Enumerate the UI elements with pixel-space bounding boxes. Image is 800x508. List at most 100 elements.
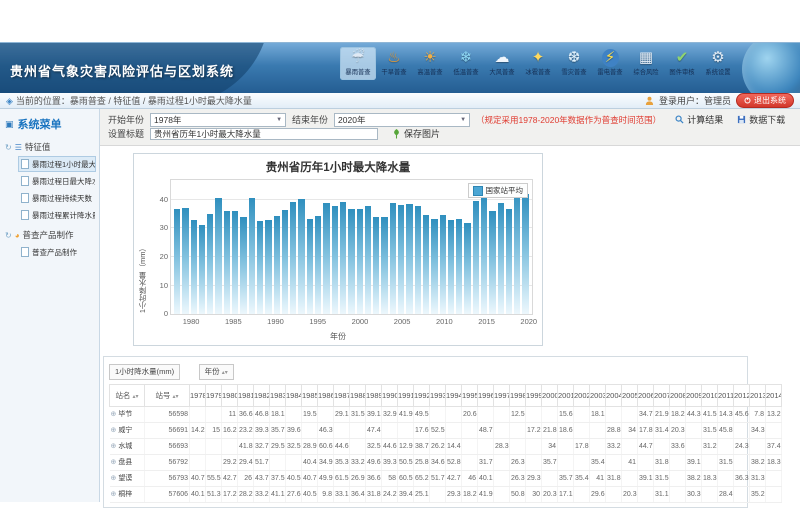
value-cell (317, 406, 334, 423)
value-cell (189, 406, 206, 423)
value-cell: 28.3 (493, 438, 510, 455)
station-id-cell: 56691 (144, 422, 190, 439)
sidebar-item[interactable]: 暴雨过程日最大降水量 (18, 173, 96, 189)
legend-swatch (472, 185, 483, 196)
start-year-select[interactable]: 1978年 ▼ (150, 112, 287, 127)
table-header-year[interactable]: 2006 (637, 383, 654, 407)
value-cell (541, 470, 558, 487)
table-header-year[interactable]: 1993 (429, 383, 446, 407)
table-header-year[interactable]: 2007 (653, 383, 670, 407)
table-header-year[interactable]: 1999 (525, 383, 542, 407)
table-header-year[interactable]: 1994 (445, 383, 462, 407)
composite-risk-icon: ▦ (638, 49, 654, 66)
table-header-year[interactable]: 2011 (717, 383, 734, 407)
table-header-year[interactable]: 2000 (541, 383, 558, 407)
table-header-year[interactable]: 1980 (221, 383, 238, 407)
sidebar-section[interactable]: ↻ ◕ 普查产品制作 (5, 229, 96, 241)
table-header-year[interactable]: 2012 (733, 383, 750, 407)
value-cell (525, 406, 542, 423)
table-header-year[interactable]: 1997 (493, 383, 510, 407)
value-cell: 55.5 (205, 470, 222, 487)
table-header-year[interactable]: 1990 (381, 383, 398, 407)
value-cell (621, 438, 638, 455)
table-header-year[interactable]: 1987 (333, 383, 350, 407)
calc-results-button[interactable]: 计算结果 (675, 113, 723, 126)
toolbar-item-settings[interactable]: ⚙ 系统设置 (700, 47, 736, 80)
expand-icon[interactable]: ⊕ (110, 491, 119, 498)
table-header-year[interactable]: 1979 (205, 383, 222, 407)
toolbar-item-composite-risk[interactable]: ▦ 综合风险 (628, 47, 664, 80)
table-header-year[interactable]: 1995 (461, 383, 478, 407)
sidebar-item[interactable]: 暴雨过程累计降水量 (18, 207, 96, 223)
rainstorm-icon: ☔ (351, 49, 365, 66)
collapse-icon[interactable]: ↻ (5, 230, 12, 240)
table-header-year[interactable]: 2010 (701, 383, 718, 407)
table-header-year[interactable]: 2008 (669, 383, 686, 407)
toolbar-item-high-temp[interactable]: ☀ 高温普查 (412, 47, 448, 80)
logout-button[interactable]: 退出系统 (736, 93, 794, 108)
value-cell: 18.1 (589, 406, 606, 423)
chart-title-input[interactable] (150, 127, 379, 140)
y-tick-label: 0 (163, 309, 168, 318)
table-header-year[interactable]: 1989 (365, 383, 382, 407)
measure-pill[interactable]: 1小时降水量(mm) (109, 363, 181, 380)
toolbar-item-drought[interactable]: ♨ 干旱普查 (376, 47, 412, 80)
table-header-year[interactable]: 1998 (509, 383, 526, 407)
table-header-year[interactable]: 1996 (477, 383, 494, 407)
table-header-station[interactable]: 站名 ▴▾ (109, 383, 145, 407)
table-header-year[interactable]: 1992 (413, 383, 430, 407)
y-tick-label: 10 (159, 280, 168, 290)
table-header-year[interactable]: 2004 (605, 383, 622, 407)
table-header-year[interactable]: 1985 (301, 383, 318, 407)
table-header-year[interactable]: 2005 (621, 383, 638, 407)
toolbar-item-low-temp[interactable]: ❄ 低温普查 (448, 47, 484, 80)
sidebar-section[interactable]: ↻ ☰ 特征值 (5, 141, 96, 153)
table-header-year[interactable]: 2009 (685, 383, 702, 407)
sidebar-item[interactable]: 普查产品制作 (18, 244, 96, 260)
gridline (171, 198, 532, 200)
data-table-panel: 1小时降水量(mm) 年份 ▴▾ 站名 ▴▾ 站号 ▴▾ 1978 1979 1980 1… (103, 356, 782, 508)
toolbar-item-rainstorm[interactable]: ☔ 暴雨普查 (340, 47, 376, 80)
table-header-year[interactable]: 1981 (237, 383, 254, 407)
table-header-id[interactable]: 站号 ▴▾ (144, 383, 190, 407)
expand-icon[interactable]: ⊕ (110, 443, 119, 450)
table-header-year[interactable]: 1984 (285, 383, 302, 407)
toolbar-item-map-review[interactable]: ✔ 图件审核 (664, 47, 700, 80)
table-header-year[interactable]: 2014 (765, 383, 782, 407)
expand-icon[interactable]: ⊕ (110, 475, 119, 482)
value-cell: 41.8 (237, 438, 254, 455)
end-year-select[interactable]: 2020年 ▼ (334, 112, 471, 127)
sidebar-item[interactable]: 暴雨过程持续天数 (18, 190, 96, 206)
table-header-year[interactable]: 2003 (589, 383, 606, 407)
collapse-icon[interactable]: ↻ (5, 142, 12, 152)
table-header-year[interactable]: 2001 (557, 383, 574, 407)
year-dim-pill[interactable]: 年份 ▴▾ (198, 363, 234, 380)
table-header-year[interactable]: 2002 (573, 383, 590, 407)
document-icon (21, 159, 29, 169)
table-header-year[interactable]: 2013 (749, 383, 766, 407)
expand-icon[interactable]: ⊕ (110, 411, 119, 418)
expand-icon[interactable]: ⊕ (110, 427, 119, 434)
save-image-button[interactable]: 保存图片 (392, 127, 440, 140)
value-cell (669, 470, 686, 487)
table-header-year[interactable]: 1983 (269, 383, 286, 407)
toolbar-item-snow[interactable]: ❆ 雪灾普查 (556, 47, 592, 80)
table-header-year[interactable]: 1991 (397, 383, 414, 407)
bar-2008 (422, 215, 430, 314)
bar-2018 (505, 209, 513, 314)
table-header-year[interactable]: 1982 (253, 383, 270, 407)
toolbar-item-wind[interactable]: ☁ 大风普查 (484, 47, 520, 80)
data-download-button[interactable]: 数据下载 (737, 113, 785, 126)
value-cell: 29.1 (333, 406, 350, 423)
toolbar-item-lightning[interactable]: ⚡ 雷电普查 (592, 47, 628, 80)
table-header-year[interactable]: 1986 (317, 383, 334, 407)
table-header-year[interactable]: 1988 (349, 383, 366, 407)
expand-icon[interactable]: ⊕ (110, 459, 119, 466)
value-cell: 29.2 (221, 454, 238, 471)
chart-legend: 国家站平均 (467, 183, 528, 198)
value-cell: 40.7 (301, 470, 318, 487)
value-cell: 33.2 (605, 438, 622, 455)
sidebar-item[interactable]: 暴雨过程1小时最大降水量 (18, 156, 96, 172)
toolbar-item-hail[interactable]: ✦ 冰雹普查 (520, 47, 556, 80)
table-header-year[interactable]: 1978 (189, 383, 206, 407)
